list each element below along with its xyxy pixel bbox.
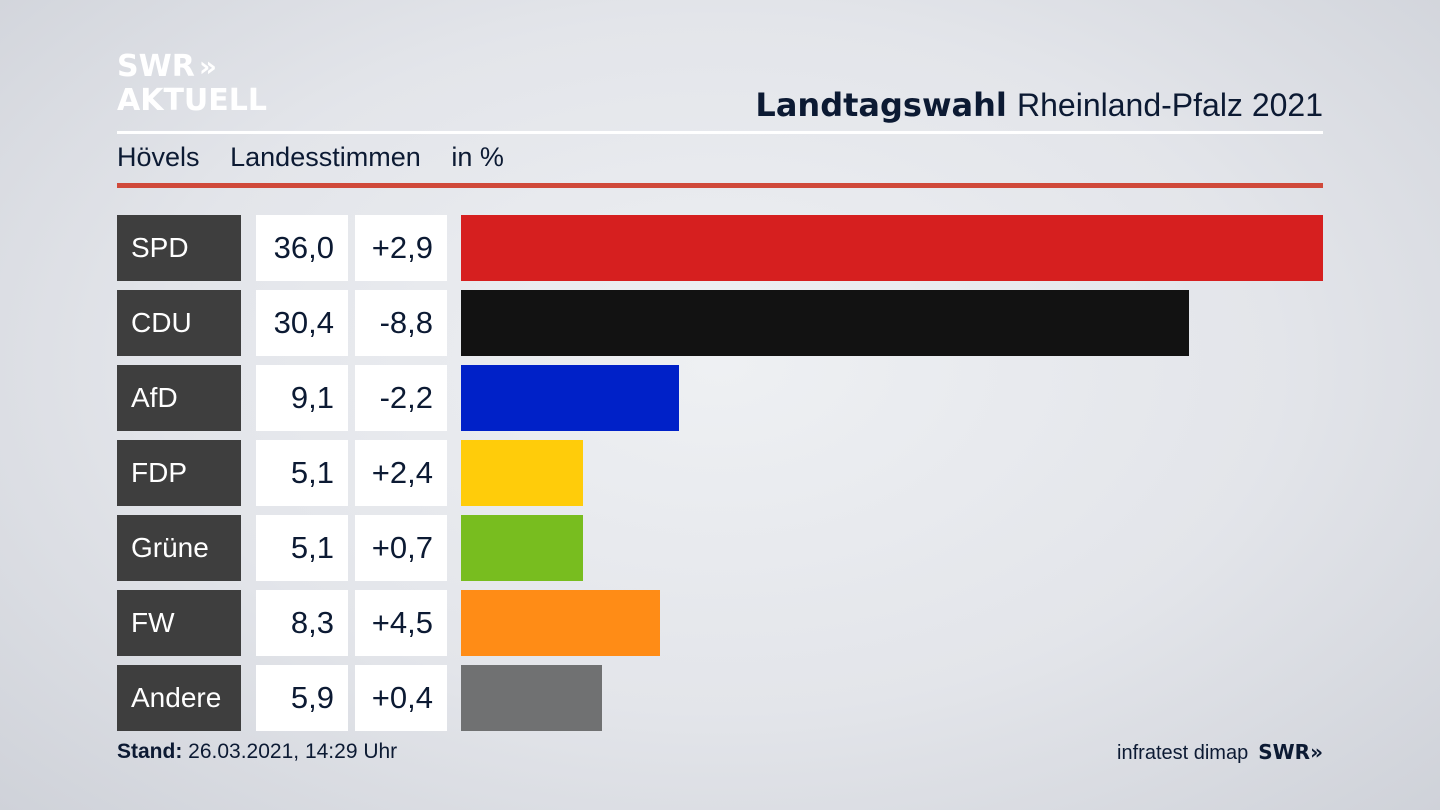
- subheader-divider: [117, 183, 1323, 188]
- result-bar: [461, 665, 603, 731]
- vote-share-change: +0,4: [355, 665, 447, 731]
- subheader-vote-type: Landesstimmen: [230, 142, 421, 172]
- party-label: FDP: [117, 440, 241, 506]
- party-label: Andere: [117, 665, 241, 731]
- subheader-unit: in %: [451, 142, 504, 172]
- result-row: Andere 5,9 +0,4: [117, 665, 1323, 731]
- subheader-place: Hövels: [117, 142, 200, 172]
- vote-share-value: 36,0: [256, 215, 348, 281]
- swr-brand: SWR»: [1258, 740, 1323, 764]
- result-row: SPD 36,0 +2,9: [117, 215, 1323, 281]
- vote-share-change: +2,4: [355, 440, 447, 506]
- party-label: CDU: [117, 290, 241, 356]
- timestamp: Stand: 26.03.2021, 14:29 Uhr: [117, 740, 397, 764]
- vote-share-value: 5,1: [256, 440, 348, 506]
- swr-arrows-icon: »: [1310, 740, 1323, 764]
- party-label: Grüne: [117, 515, 241, 581]
- header-divider: [117, 131, 1323, 134]
- stand-label: Stand:: [117, 740, 183, 763]
- result-row: Grüne 5,1 +0,7: [117, 515, 1323, 581]
- logo-aktuell-text: AKTUELL: [117, 83, 268, 118]
- vote-share-change: +4,5: [355, 590, 447, 656]
- logo-swr-text: SWR: [117, 49, 195, 84]
- source-credit: infratest dimap SWR»: [1117, 740, 1323, 765]
- vote-share-value: 8,3: [256, 590, 348, 656]
- result-bar: [461, 515, 584, 581]
- result-row: CDU 30,4 -8,8: [117, 290, 1323, 356]
- party-label: FW: [117, 590, 241, 656]
- result-row: AfD 9,1 -2,2: [117, 365, 1323, 431]
- result-row: FW 8,3 +4,5: [117, 590, 1323, 656]
- vote-share-change: -2,2: [355, 365, 447, 431]
- swr-brand-text: SWR: [1258, 740, 1311, 764]
- vote-share-value: 30,4: [256, 290, 348, 356]
- vote-share-value: 9,1: [256, 365, 348, 431]
- title-bold: Landtagswahl: [755, 86, 1007, 124]
- vote-share-value: 5,9: [256, 665, 348, 731]
- stand-value: 26.03.2021, 14:29 Uhr: [188, 740, 398, 763]
- result-row: FDP 5,1 +2,4: [117, 440, 1323, 506]
- subheader: Hövels Landesstimmen in %: [117, 142, 526, 173]
- vote-share-change: +2,9: [355, 215, 447, 281]
- party-label: AfD: [117, 365, 241, 431]
- vote-share-change: +0,7: [355, 515, 447, 581]
- party-label: SPD: [117, 215, 241, 281]
- title-rest: Rheinland-Pfalz 2021: [1017, 87, 1323, 123]
- source-label: infratest dimap: [1117, 742, 1249, 764]
- page-title: Landtagswahl Rheinland-Pfalz 2021: [755, 86, 1323, 124]
- result-bar: [461, 590, 660, 656]
- result-bar: [461, 290, 1189, 356]
- swr-aktuell-logo: SWR» AKTUELL: [117, 52, 267, 116]
- result-bar: [461, 365, 679, 431]
- result-bar: [461, 215, 1323, 281]
- vote-share-change: -8,8: [355, 290, 447, 356]
- logo-arrows-icon: »: [198, 50, 217, 83]
- vote-share-value: 5,1: [256, 515, 348, 581]
- result-bar: [461, 440, 584, 506]
